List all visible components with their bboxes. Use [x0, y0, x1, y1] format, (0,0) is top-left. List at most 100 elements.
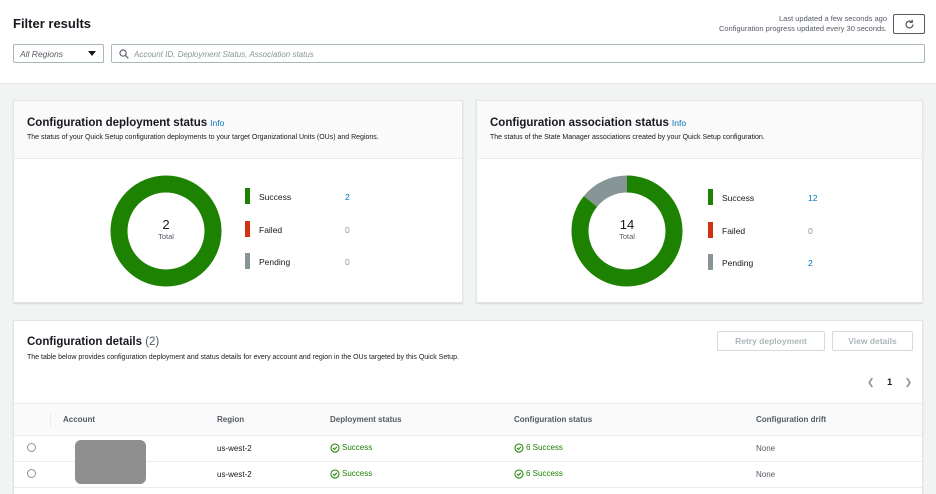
- check-circle-icon: [330, 468, 340, 479]
- configuration-status-text: 6 Success: [526, 443, 563, 452]
- column-header-account: Account: [51, 403, 203, 436]
- region-select[interactable]: All Regions: [13, 44, 104, 63]
- association-legend-pending: Pending 2: [708, 254, 828, 270]
- row-radio[interactable]: [27, 469, 36, 478]
- details-title-text: Configuration details: [27, 336, 142, 348]
- check-circle-icon: [514, 468, 524, 479]
- failed-swatch: [245, 221, 250, 237]
- deployment-status-card: Configuration deployment status Info The …: [13, 100, 463, 303]
- table-row[interactable]: us-west-2 Success 6 Success None: [14, 436, 922, 462]
- deployment-status-text: Success: [342, 469, 373, 478]
- region-cell: us-west-2: [217, 444, 252, 453]
- table-row[interactable]: us-west-2 Success 6 Success None: [14, 462, 922, 488]
- deployment-donut-chart: [110, 175, 222, 287]
- legend-label: Success: [259, 192, 292, 202]
- association-card-title: Configuration association status Info: [490, 117, 686, 129]
- deployment-status-cell: Success: [316, 436, 501, 462]
- deployment-card-title: Configuration deployment status Info: [27, 117, 224, 129]
- deployment-total-label: Total: [158, 232, 174, 241]
- pending-swatch: [708, 254, 713, 270]
- deployment-status-text: Success: [342, 443, 373, 452]
- retry-deployment-button[interactable]: Retry deployment: [717, 331, 825, 351]
- association-title-text: Configuration association status: [490, 117, 669, 129]
- column-header-configuration-drift: Configuration drift: [742, 403, 922, 436]
- legend-value[interactable]: 2: [345, 192, 350, 202]
- redacted-account-block: [75, 440, 146, 484]
- configuration-status-cell: 6 Success: [501, 462, 742, 488]
- association-status-card: Configuration association status Info The…: [476, 100, 923, 303]
- region-select-value: All Regions: [20, 49, 63, 59]
- search-input[interactable]: [134, 47, 914, 61]
- deployment-card-header: Configuration deployment status Info The …: [14, 101, 462, 159]
- success-swatch: [708, 189, 713, 205]
- legend-label: Pending: [722, 258, 754, 268]
- association-card-header: Configuration association status Info The…: [477, 101, 922, 159]
- page-number[interactable]: 1: [887, 377, 893, 387]
- legend-label: Success: [722, 193, 755, 203]
- status-success: 6 Success: [514, 442, 563, 453]
- association-card-description: The status of the State Manager associat…: [490, 134, 765, 141]
- last-updated-text: Last updated a few seconds ago Configura…: [719, 14, 887, 34]
- association-donut-pending-arc: [571, 175, 683, 287]
- configuration-drift-cell: None: [756, 444, 776, 453]
- search-box[interactable]: [111, 44, 925, 63]
- deployment-donut-center: 2 Total: [136, 217, 196, 242]
- select-column-header: [14, 403, 51, 436]
- configuration-status-text: 6 Success: [526, 469, 563, 478]
- association-donut-center: 14 Total: [597, 217, 657, 242]
- association-donut-chart: [571, 175, 683, 287]
- row-select-cell[interactable]: [14, 436, 51, 462]
- configuration-status-cell: 6 Success: [501, 436, 742, 462]
- association-info-link[interactable]: Info: [671, 118, 687, 128]
- deployment-total-value: 2: [162, 217, 170, 232]
- chevron-left-icon[interactable]: ❮: [867, 377, 875, 387]
- deployment-donut-success-arc: [110, 175, 222, 287]
- column-header-region: Region: [203, 403, 316, 436]
- legend-value[interactable]: 12: [808, 193, 818, 203]
- refresh-icon: [905, 19, 914, 29]
- failed-swatch: [708, 222, 713, 238]
- deployment-legend-failed: Failed 0: [245, 221, 365, 237]
- deployment-status-cell: Success: [316, 462, 501, 488]
- details-description: The table below provides configuration d…: [27, 354, 459, 361]
- table-header-row: Account Region Deployment status Configu…: [14, 403, 922, 436]
- update-interval-line: Configuration progress updated every 30 …: [718, 24, 887, 33]
- details-title: Configuration details (2): [27, 336, 159, 348]
- search-icon: [119, 49, 129, 59]
- legend-value: 0: [808, 226, 813, 236]
- details-count: (2): [145, 336, 160, 348]
- row-radio[interactable]: [27, 443, 36, 452]
- deployment-info-link[interactable]: Info: [210, 118, 225, 128]
- configuration-details-table: Account Region Deployment status Configu…: [14, 403, 922, 488]
- association-legend-success: Success 12: [708, 189, 828, 205]
- association-legend-failed: Failed 0: [708, 222, 828, 238]
- legend-label: Pending: [259, 257, 291, 267]
- pending-swatch: [245, 253, 250, 269]
- row-select-cell[interactable]: [14, 462, 51, 488]
- deployment-title-text: Configuration deployment status: [27, 117, 208, 129]
- column-header-configuration-status: Configuration status: [501, 403, 742, 436]
- legend-label: Failed: [259, 225, 283, 235]
- region-cell: us-west-2: [217, 470, 252, 479]
- status-success: Success: [330, 468, 373, 479]
- caret-down-icon: [88, 51, 96, 56]
- filter-title: Filter results: [13, 16, 92, 31]
- association-total-label: Total: [619, 232, 635, 241]
- configuration-drift-cell: None: [756, 470, 776, 479]
- configuration-details-card: Configuration details (2) The table belo…: [13, 320, 923, 494]
- check-circle-icon: [330, 442, 340, 453]
- check-circle-icon: [514, 442, 524, 453]
- refresh-button[interactable]: [893, 14, 925, 34]
- last-updated-line: Last updated a few seconds ago: [779, 14, 887, 23]
- chevron-right-icon[interactable]: ❯: [904, 377, 913, 387]
- filter-bar: Filter results Last updated a few second…: [0, 0, 936, 84]
- legend-value: 0: [345, 225, 350, 235]
- deployment-legend-pending: Pending 0: [245, 253, 365, 269]
- column-header-deployment-status: Deployment status: [316, 403, 501, 436]
- status-success: 6 Success: [514, 468, 563, 479]
- legend-value[interactable]: 2: [808, 258, 813, 268]
- view-details-button[interactable]: View details: [832, 331, 913, 351]
- status-success: Success: [330, 442, 373, 453]
- success-swatch: [245, 188, 250, 204]
- association-total-value: 14: [619, 217, 635, 232]
